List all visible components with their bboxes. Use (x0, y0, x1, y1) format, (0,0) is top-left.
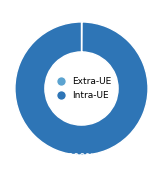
Legend: Extra-UE, Intra-UE: Extra-UE, Intra-UE (51, 77, 112, 100)
Text: 100%: 100% (68, 153, 95, 163)
Wedge shape (15, 22, 148, 155)
Wedge shape (81, 22, 82, 52)
Text: 0%: 0% (74, 14, 89, 24)
